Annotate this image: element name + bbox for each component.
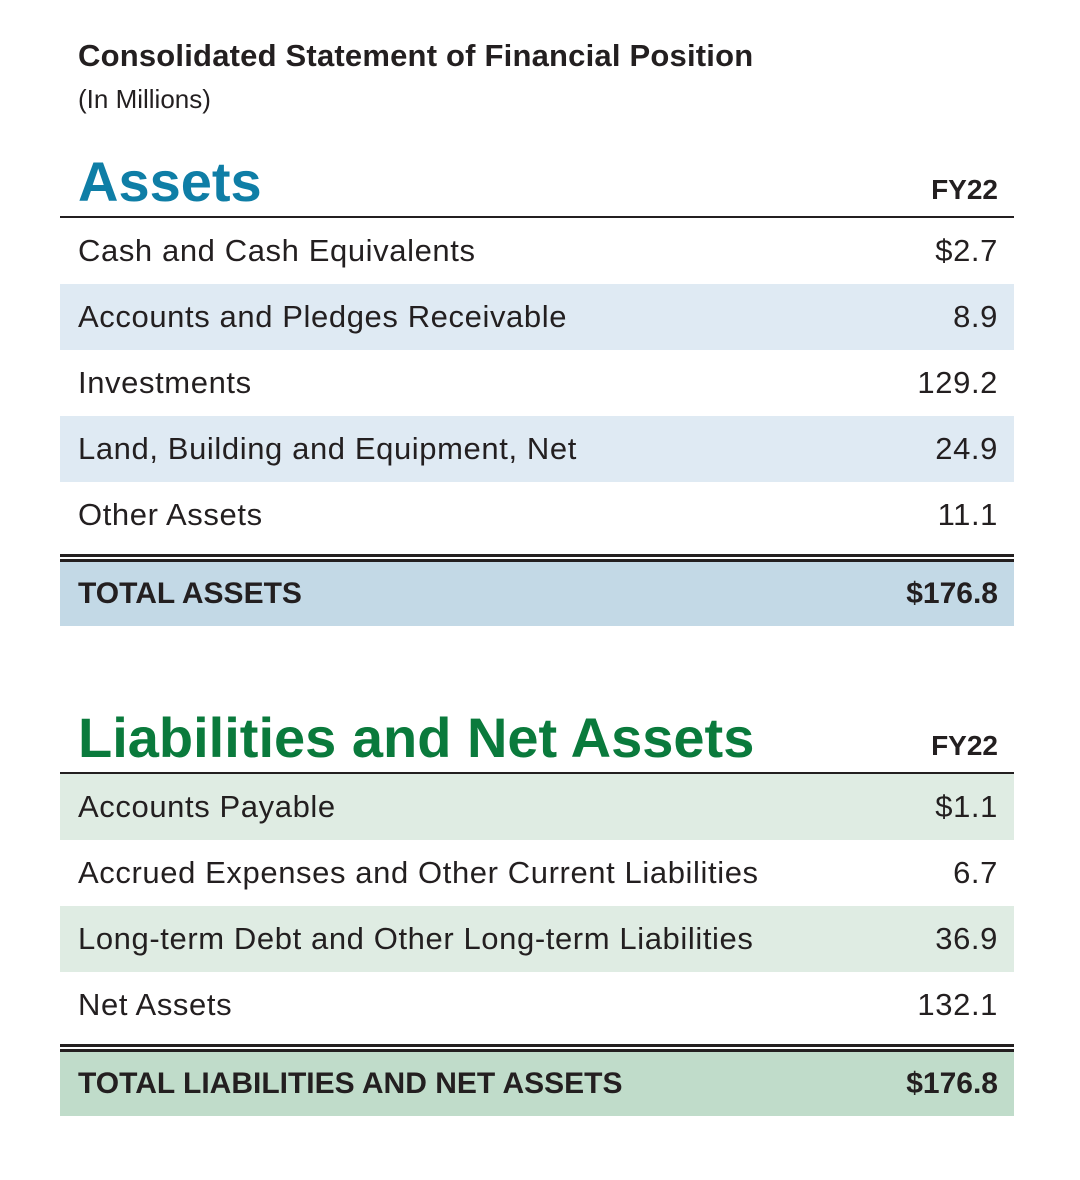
assets-header: Assets FY22 (60, 152, 1014, 216)
assets-column-header: FY22 (931, 174, 998, 205)
total-label: TOTAL LIABILITIES AND NET ASSETS (78, 1067, 623, 1100)
row-value: $1.1 (935, 789, 998, 824)
liabilities-total-rule (60, 1044, 1014, 1052)
assets-total-row: TOTAL ASSETS $176.8 (60, 562, 1014, 626)
assets-heading: Assets (78, 150, 262, 213)
table-row: Net Assets 132.1 (60, 972, 1014, 1038)
table-row: Accounts and Pledges Receivable 8.9 (60, 284, 1014, 350)
liabilities-header-rule (60, 772, 1014, 774)
row-label: Investments (78, 365, 252, 400)
liabilities-total-row: TOTAL LIABILITIES AND NET ASSETS $176.8 (60, 1052, 1014, 1116)
row-label: Accounts and Pledges Receivable (78, 299, 568, 334)
row-value: 36.9 (935, 921, 998, 956)
liabilities-header: Liabilities and Net Assets FY22 (60, 708, 1014, 772)
row-value: 8.9 (953, 299, 998, 334)
table-row: Investments 129.2 (60, 350, 1014, 416)
row-value: 11.1 (937, 497, 998, 532)
table-row: Land, Building and Equipment, Net 24.9 (60, 416, 1014, 482)
row-label: Land, Building and Equipment, Net (78, 431, 577, 466)
row-label: Net Assets (78, 987, 233, 1022)
row-label: Other Assets (78, 497, 263, 532)
assets-total-rule (60, 554, 1014, 562)
row-label: Accrued Expenses and Other Current Liabi… (78, 855, 759, 890)
row-label: Long-term Debt and Other Long-term Liabi… (78, 921, 754, 956)
total-label: TOTAL ASSETS (78, 577, 302, 610)
table-row: Accounts Payable $1.1 (60, 774, 1014, 840)
row-value: 6.7 (953, 855, 998, 890)
table-row: Other Assets 11.1 (60, 482, 1014, 548)
row-value: 129.2 (917, 365, 998, 400)
liabilities-column-header: FY22 (931, 730, 998, 761)
row-value: $2.7 (935, 233, 998, 268)
row-label: Accounts Payable (78, 789, 336, 824)
assets-header-rule (60, 216, 1014, 218)
document-title: Consolidated Statement of Financial Posi… (78, 38, 754, 73)
table-row: Accrued Expenses and Other Current Liabi… (60, 840, 1014, 906)
table-row: Cash and Cash Equivalents $2.7 (60, 218, 1014, 284)
liabilities-section: Liabilities and Net Assets FY22 Accounts… (60, 708, 1014, 1116)
row-value: 24.9 (935, 431, 998, 466)
total-value: $176.8 (906, 1067, 998, 1100)
row-label: Cash and Cash Equivalents (78, 233, 476, 268)
table-row: Long-term Debt and Other Long-term Liabi… (60, 906, 1014, 972)
assets-section: Assets FY22 Cash and Cash Equivalents $2… (60, 152, 1014, 626)
liabilities-heading: Liabilities and Net Assets (78, 706, 755, 769)
row-value: 132.1 (917, 987, 998, 1022)
total-value: $176.8 (906, 577, 998, 610)
document-subtitle: (In Millions) (78, 84, 211, 114)
